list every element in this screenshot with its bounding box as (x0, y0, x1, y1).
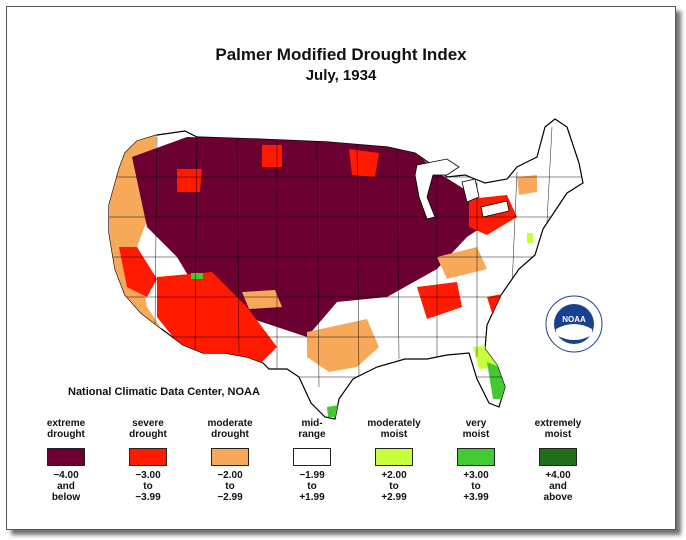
region-severe-minnesota (349, 149, 379, 177)
legend-label: very moist (462, 418, 490, 440)
noaa-logo-text: NOAA (562, 315, 586, 324)
legend-item: severe drought −3.00 to −3.99 (103, 416, 193, 503)
legend-item: extremely moist +4.00 and above (513, 416, 603, 503)
legend-range: −2.00 to −2.99 (217, 470, 243, 503)
legend-swatch (457, 448, 495, 466)
region-severe-california (119, 247, 157, 297)
legend-label: moderate drought (207, 418, 253, 440)
us-drought-map (108, 118, 584, 420)
legend-range: −1.99 to +1.99 (299, 470, 325, 503)
map-subtitle: July, 1934 (305, 67, 377, 84)
noaa-logo-icon: NOAA (545, 295, 603, 353)
legend-range: +2.00 to +2.99 (381, 470, 407, 503)
legend-swatch (539, 448, 577, 466)
legend-item: moderate drought −2.00 to −2.99 (185, 416, 275, 503)
region-moist-virginia (527, 233, 533, 243)
region-moderate-texas (307, 319, 379, 372)
legend-label: extreme drought (46, 418, 86, 440)
region-moderate-kentucky (437, 247, 487, 279)
legend-swatch (293, 448, 331, 466)
legend-range: −4.00 and below (51, 470, 81, 503)
legend-swatch (47, 448, 85, 466)
legend-label: moderately moist (367, 418, 421, 440)
legend-range: +4.00 and above (543, 470, 573, 503)
legend-item: moderately moist +2.00 to +2.99 (349, 416, 439, 503)
region-severe-oregon (177, 169, 202, 192)
legend-swatch (129, 448, 167, 466)
region-moderate-northeast (517, 175, 537, 195)
region-severe-southwest (157, 272, 277, 367)
credit-text: National Climatic Data Center, NOAA (68, 386, 260, 398)
legend-label: severe drought (129, 418, 167, 440)
legend-label: mid-range (298, 418, 326, 440)
legend-item: very moist +3.00 to +3.99 (431, 416, 521, 503)
map-title: Palmer Modified Drought Index (215, 45, 467, 64)
division-lines (109, 126, 583, 388)
region-very-moist-arizona (191, 273, 203, 279)
legend-range: +3.00 to +3.99 (463, 470, 489, 503)
region-moderate-nm (242, 290, 282, 309)
legend-range: −3.00 to −3.99 (135, 470, 161, 503)
legend-swatch (375, 448, 413, 466)
great-lakes (414, 158, 510, 220)
region-severe-tennessee (417, 282, 462, 319)
region-severe-montana (262, 145, 282, 167)
legend-label: extremely moist (534, 418, 582, 440)
figure-frame: Palmer Modified Drought Index July, 1934 (6, 6, 676, 530)
legend-swatch (211, 448, 249, 466)
legend-item: mid-range −1.99 to +1.99 (267, 416, 357, 503)
legend-item: extreme drought −4.00 and below (21, 416, 111, 503)
